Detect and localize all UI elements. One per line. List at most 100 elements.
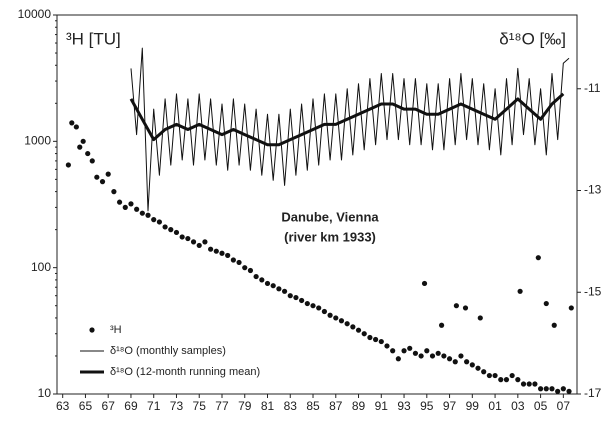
data-point <box>85 150 91 157</box>
data-point <box>418 353 424 359</box>
x-tick-label: 99 <box>466 399 480 413</box>
data-point <box>560 386 566 392</box>
data-point <box>520 381 527 387</box>
x-tick-label: 97 <box>443 399 457 413</box>
x-tick-label: 87 <box>329 399 343 413</box>
x-tick-label: 73 <box>170 399 184 413</box>
data-point <box>469 362 475 368</box>
data-point <box>111 189 117 195</box>
data-point <box>219 250 225 256</box>
data-point <box>361 331 367 337</box>
data-point <box>299 297 305 304</box>
data-point <box>253 273 259 280</box>
data-point <box>492 372 498 379</box>
y-tick-label: 100 <box>31 260 51 274</box>
data-point <box>145 212 151 218</box>
data-point <box>355 327 362 333</box>
data-point <box>350 324 356 330</box>
data-point <box>213 248 219 254</box>
data-point <box>481 369 487 375</box>
x-tick-label: 83 <box>284 399 298 413</box>
data-point <box>568 305 574 311</box>
x-tick-label: 77 <box>215 399 229 413</box>
data-point <box>202 239 208 245</box>
data-point <box>390 348 396 354</box>
x-tick-label: 05 <box>534 399 548 413</box>
data-point <box>151 217 157 223</box>
data-point <box>338 318 345 324</box>
data-point <box>515 377 521 383</box>
data-point <box>89 158 95 164</box>
y2-tick-label: -15 <box>584 284 602 298</box>
data-point <box>384 343 390 349</box>
data-point <box>435 350 441 356</box>
legend-label: δ¹⁸O (12-month running mean) <box>110 366 260 378</box>
data-point <box>344 321 350 327</box>
data-point <box>555 388 561 394</box>
data-point <box>446 356 453 362</box>
data-point <box>116 199 123 205</box>
data-point <box>168 227 174 233</box>
y2-axis-label: δ¹⁸O [‰] <box>499 29 566 48</box>
data-point <box>532 381 538 387</box>
series-line <box>129 92 565 147</box>
data-point <box>316 305 322 311</box>
data-point <box>498 377 504 383</box>
x-tick-label: 75 <box>193 399 207 413</box>
x-tick-label: 91 <box>375 399 389 413</box>
data-point <box>378 338 384 345</box>
data-point <box>429 353 436 359</box>
data-point <box>477 315 483 321</box>
data-point <box>535 255 541 261</box>
data-point <box>503 377 510 383</box>
data-point <box>230 257 236 263</box>
x-tick-label: 03 <box>511 399 525 413</box>
data-point <box>412 350 419 356</box>
data-point <box>80 138 86 144</box>
data-point <box>173 229 180 236</box>
x-tick-label: 65 <box>79 399 93 413</box>
data-point <box>517 288 523 294</box>
data-point <box>122 204 128 210</box>
data-point <box>462 305 469 311</box>
x-tick-label: 07 <box>557 399 571 413</box>
data-point <box>566 388 572 394</box>
x-tick-label: 89 <box>352 399 366 413</box>
data-point <box>293 294 299 301</box>
legend-label: ³H <box>110 324 122 336</box>
data-point <box>486 372 492 379</box>
y-axis-label: ³H [TU] <box>66 29 121 48</box>
data-point <box>543 386 549 392</box>
data-point <box>99 179 106 185</box>
data-point <box>304 300 310 307</box>
data-point <box>549 386 555 392</box>
y-tick-label: 1000 <box>24 134 51 148</box>
data-point <box>395 356 401 362</box>
y2-tick-label: -17 <box>584 386 602 400</box>
data-point <box>321 308 327 315</box>
data-point <box>156 219 163 225</box>
annotation: Danube, Vienna <box>281 209 379 224</box>
data-point <box>242 265 248 271</box>
data-point <box>185 235 191 242</box>
series-line <box>130 47 570 212</box>
legend-marker <box>89 327 95 333</box>
data-point <box>509 372 515 379</box>
data-point <box>537 386 544 392</box>
data-point <box>128 201 134 207</box>
data-point <box>543 300 549 307</box>
data-point <box>452 359 458 365</box>
data-point <box>421 280 428 287</box>
x-tick-label: 79 <box>238 399 252 413</box>
data-point <box>208 246 214 252</box>
data-point <box>424 348 430 354</box>
data-point <box>310 303 316 309</box>
data-point <box>225 252 231 259</box>
data-point <box>94 174 100 180</box>
data-point <box>270 283 276 289</box>
data-point <box>401 348 407 354</box>
legend-label: δ¹⁸O (monthly samples) <box>110 345 226 357</box>
x-tick-label: 85 <box>306 399 320 413</box>
y-tick-label: 10 <box>38 386 52 400</box>
